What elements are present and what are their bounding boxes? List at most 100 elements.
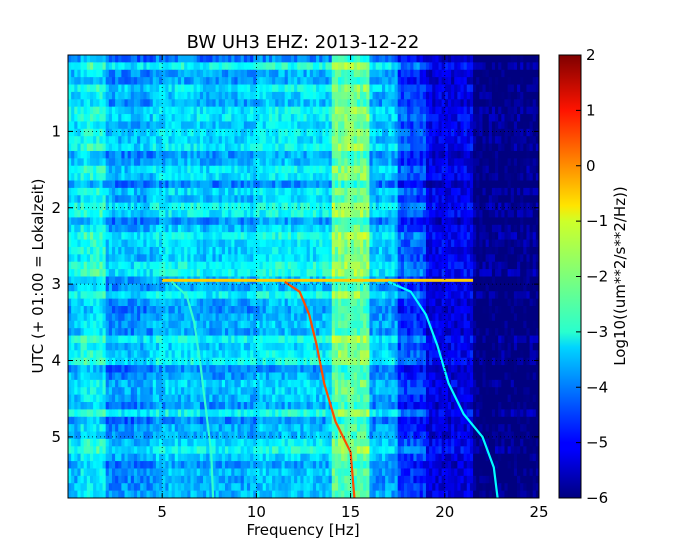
heatmap-cell	[278, 62, 283, 71]
heatmap-cell	[375, 91, 380, 100]
heatmap-cell	[111, 69, 116, 78]
heatmap-cell	[391, 84, 396, 93]
heatmap-cell	[300, 55, 305, 63]
heatmap-cell	[523, 84, 528, 93]
heatmap-cell	[181, 69, 185, 78]
heatmap-cell	[529, 69, 534, 78]
heatmap-cell	[281, 55, 286, 63]
heatmap-cell	[212, 84, 217, 93]
heatmap-cell	[422, 55, 427, 63]
heatmap-cell	[206, 55, 210, 63]
heatmap-cell	[74, 114, 79, 123]
heatmap-cell	[523, 121, 528, 130]
heatmap-cell	[165, 99, 170, 108]
heatmap-cell	[250, 99, 254, 108]
heatmap-cell	[413, 106, 418, 115]
heatmap-cell	[432, 69, 436, 78]
heatmap-cell	[168, 84, 173, 93]
heatmap-cell	[476, 91, 480, 100]
heatmap-cell	[234, 55, 239, 63]
heatmap-cell	[454, 84, 458, 93]
heatmap-cell	[133, 77, 138, 86]
heatmap-cell	[441, 121, 446, 130]
heatmap-cell	[218, 106, 223, 115]
heatmap-cell	[284, 106, 289, 115]
heatmap-cell	[275, 106, 279, 115]
heatmap-cell	[77, 114, 82, 123]
heatmap-cell	[83, 84, 88, 93]
heatmap-cell	[250, 69, 254, 78]
heatmap-cell	[441, 69, 446, 78]
heatmap-cell	[74, 77, 79, 86]
heatmap-cell	[382, 121, 386, 130]
heatmap-cell	[102, 55, 107, 63]
heatmap-cell	[256, 55, 261, 63]
heatmap-cell	[162, 69, 166, 78]
heatmap-cell	[77, 77, 82, 86]
heatmap-cell	[513, 91, 518, 100]
heatmap-cell	[447, 114, 452, 123]
heatmap-cell	[275, 128, 279, 137]
heatmap-cell	[473, 69, 477, 78]
heatmap-cell	[491, 69, 496, 78]
heatmap-cell	[482, 99, 487, 108]
heatmap-cell	[535, 114, 539, 123]
heatmap-cell	[77, 69, 82, 78]
heatmap-cell	[435, 55, 440, 63]
heatmap-cell	[93, 62, 97, 71]
heatmap-cell	[272, 77, 276, 86]
heatmap-cell	[203, 62, 207, 71]
heatmap-cell	[303, 91, 308, 100]
heatmap-cell	[237, 121, 242, 130]
heatmap-cell	[438, 121, 443, 130]
heatmap-cell	[397, 99, 402, 108]
heatmap-cell	[108, 106, 113, 115]
heatmap-cell	[504, 106, 509, 115]
heatmap-cell	[529, 77, 534, 86]
heatmap-cell	[212, 77, 217, 86]
heatmap-cell	[513, 69, 518, 78]
heatmap-cell	[265, 99, 270, 108]
heatmap-cell	[80, 128, 85, 137]
heatmap-cell	[463, 99, 468, 108]
heatmap-cell	[526, 114, 531, 123]
heatmap-cell	[438, 69, 443, 78]
heatmap-cell	[196, 77, 201, 86]
heatmap-cell	[300, 77, 305, 86]
heatmap-cell	[507, 114, 512, 123]
heatmap-cell	[309, 99, 314, 108]
heatmap-cell	[334, 69, 339, 78]
heatmap-cell	[152, 91, 157, 100]
heatmap-cell	[275, 84, 279, 93]
heatmap-cell	[526, 77, 531, 86]
heatmap-cell	[155, 121, 160, 130]
heatmap-cell	[93, 69, 97, 78]
heatmap-cell	[102, 91, 107, 100]
heatmap-cell	[89, 55, 94, 63]
heatmap-cell	[334, 106, 339, 115]
heatmap-cell	[294, 84, 298, 93]
heatmap-cell	[168, 62, 173, 71]
heatmap-cell	[177, 121, 182, 130]
heatmap-cell	[152, 128, 157, 137]
heatmap-cell	[306, 121, 311, 130]
heatmap-cell	[360, 114, 364, 123]
heatmap-cell	[419, 99, 424, 108]
heatmap-cell	[240, 69, 245, 78]
heatmap-cell	[407, 77, 411, 86]
heatmap-cell	[174, 121, 179, 130]
heatmap-cell	[177, 77, 182, 86]
heatmap-cell	[350, 114, 355, 123]
heatmap-cell	[432, 84, 436, 93]
heatmap-cell	[111, 114, 116, 123]
heatmap-cell	[312, 106, 317, 115]
heatmap-cell	[507, 77, 512, 86]
heatmap-cell	[137, 114, 141, 123]
heatmap-cell	[356, 69, 361, 78]
heatmap-cell	[416, 62, 421, 71]
heatmap-cell	[360, 62, 364, 71]
heatmap-cell	[510, 114, 515, 123]
heatmap-cell	[366, 121, 371, 130]
heatmap-cell	[115, 62, 119, 71]
heatmap-cell	[215, 128, 220, 137]
